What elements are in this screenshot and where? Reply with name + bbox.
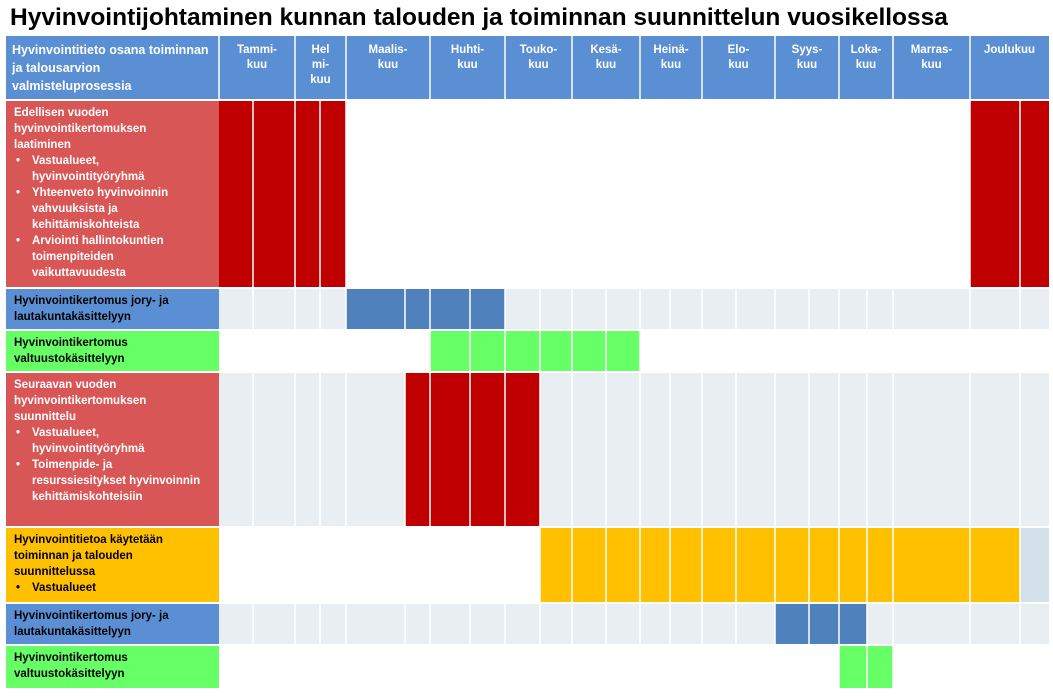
row-label-3: Hyvinvointikertomus valtuustokäsittelyyn bbox=[6, 331, 211, 371]
month-label-11: Marras- kuu bbox=[910, 44, 953, 71]
row-label-6: Hyvinvointikertomus jory- ja lautakuntak… bbox=[6, 604, 211, 644]
row-7-bar-1 bbox=[839, 646, 893, 688]
row-bullet-list: Vastualueet bbox=[14, 580, 203, 596]
row-label-7: Hyvinvointikertomus valtuustokäsittelyyn bbox=[6, 646, 211, 688]
row-label-bg-3 bbox=[6, 331, 219, 371]
month-label-7: Heinä- kuu bbox=[653, 44, 689, 71]
row-label-bg-2 bbox=[6, 289, 219, 329]
row-title: Hyvinvointikertomus jory- ja lautakuntak… bbox=[14, 295, 169, 323]
row-3-bar-1 bbox=[430, 331, 640, 371]
row-bg-1 bbox=[219, 101, 1049, 287]
row-label-2: Hyvinvointikertomus jory- ja lautakuntak… bbox=[6, 289, 211, 329]
row-bg-4 bbox=[219, 373, 1049, 526]
row-label-bg-6 bbox=[6, 604, 219, 644]
row-1-bar-2 bbox=[970, 101, 1049, 287]
month-label-12: Joulukuu bbox=[983, 44, 1036, 56]
header-label-cell bbox=[6, 36, 219, 99]
month-label-5: Touko- kuu bbox=[519, 44, 558, 71]
row-title: Edellisen vuoden hyvinvointikertomuksen … bbox=[14, 107, 147, 151]
row-bg-6 bbox=[219, 604, 1049, 644]
month-label-4: Huhti- kuu bbox=[450, 44, 485, 71]
header-label: Hyvinvointitieto osana toiminnan ja talo… bbox=[12, 43, 209, 93]
row-5-bar-2 bbox=[1020, 528, 1049, 602]
row-bullet: Yhteenveto hyvinvoinnin vahvuuksista ja … bbox=[16, 185, 203, 233]
row-label-5: Hyvinvointitietoa käytetään toiminnan ja… bbox=[6, 528, 211, 602]
row-2-bar-1 bbox=[346, 289, 505, 329]
row-label-4: Seuraavan vuoden hyvinvointikertomuksen … bbox=[6, 373, 211, 526]
month-label-6: Kesä- kuu bbox=[590, 44, 622, 71]
row-4-bar-1 bbox=[405, 373, 540, 526]
month-label-8: Elo- kuu bbox=[727, 44, 750, 71]
month-label-9: Syys- kuu bbox=[791, 44, 823, 71]
row-bullet-list: Vastualueet, hyvinvointityöryhmäToimenpi… bbox=[14, 425, 203, 505]
row-bullet: Arviointi hallintokuntien toimenpiteiden… bbox=[16, 233, 203, 281]
header-months-band bbox=[219, 36, 1049, 99]
row-1-bar-1 bbox=[219, 101, 346, 287]
month-label-1: Tammi- kuu bbox=[236, 44, 278, 71]
row-title: Seuraavan vuoden hyvinvointikertomuksen … bbox=[14, 379, 147, 423]
row-5-bar-1 bbox=[540, 528, 1020, 602]
row-title: Hyvinvointikertomus valtuustokäsittelyyn bbox=[14, 652, 128, 680]
row-bullet: Vastualueet, hyvinvointityöryhmä bbox=[16, 153, 203, 185]
row-label-1: Edellisen vuoden hyvinvointikertomuksen … bbox=[6, 101, 211, 287]
row-title: Hyvinvointikertomus jory- ja lautakuntak… bbox=[14, 610, 169, 638]
row-bullet: Vastualueet bbox=[16, 580, 203, 596]
row-6-bar-1 bbox=[775, 604, 867, 644]
row-title: Hyvinvointitietoa käytetään toiminnan ja… bbox=[14, 534, 163, 578]
month-label-10: Loka- kuu bbox=[850, 44, 882, 71]
row-bg-2 bbox=[219, 289, 1049, 329]
row-bg-7 bbox=[219, 646, 1049, 688]
row-bullet: Vastualueet, hyvinvointityöryhmä bbox=[16, 425, 203, 457]
month-label-3: Maalis- kuu bbox=[368, 44, 408, 71]
month-label-2: Hel mi- kuu bbox=[310, 44, 331, 86]
row-title: Hyvinvointikertomus valtuustokäsittelyyn bbox=[14, 337, 128, 365]
page-title: Hyvinvointijohtaminen kunnan talouden ja… bbox=[10, 4, 948, 31]
row-bullet: Toimenpide- ja resurssiesitykset hyvinvo… bbox=[16, 457, 203, 505]
row-bullet-list: Vastualueet, hyvinvointityöryhmäYhteenve… bbox=[14, 153, 203, 281]
row-label-bg-7 bbox=[6, 646, 219, 688]
